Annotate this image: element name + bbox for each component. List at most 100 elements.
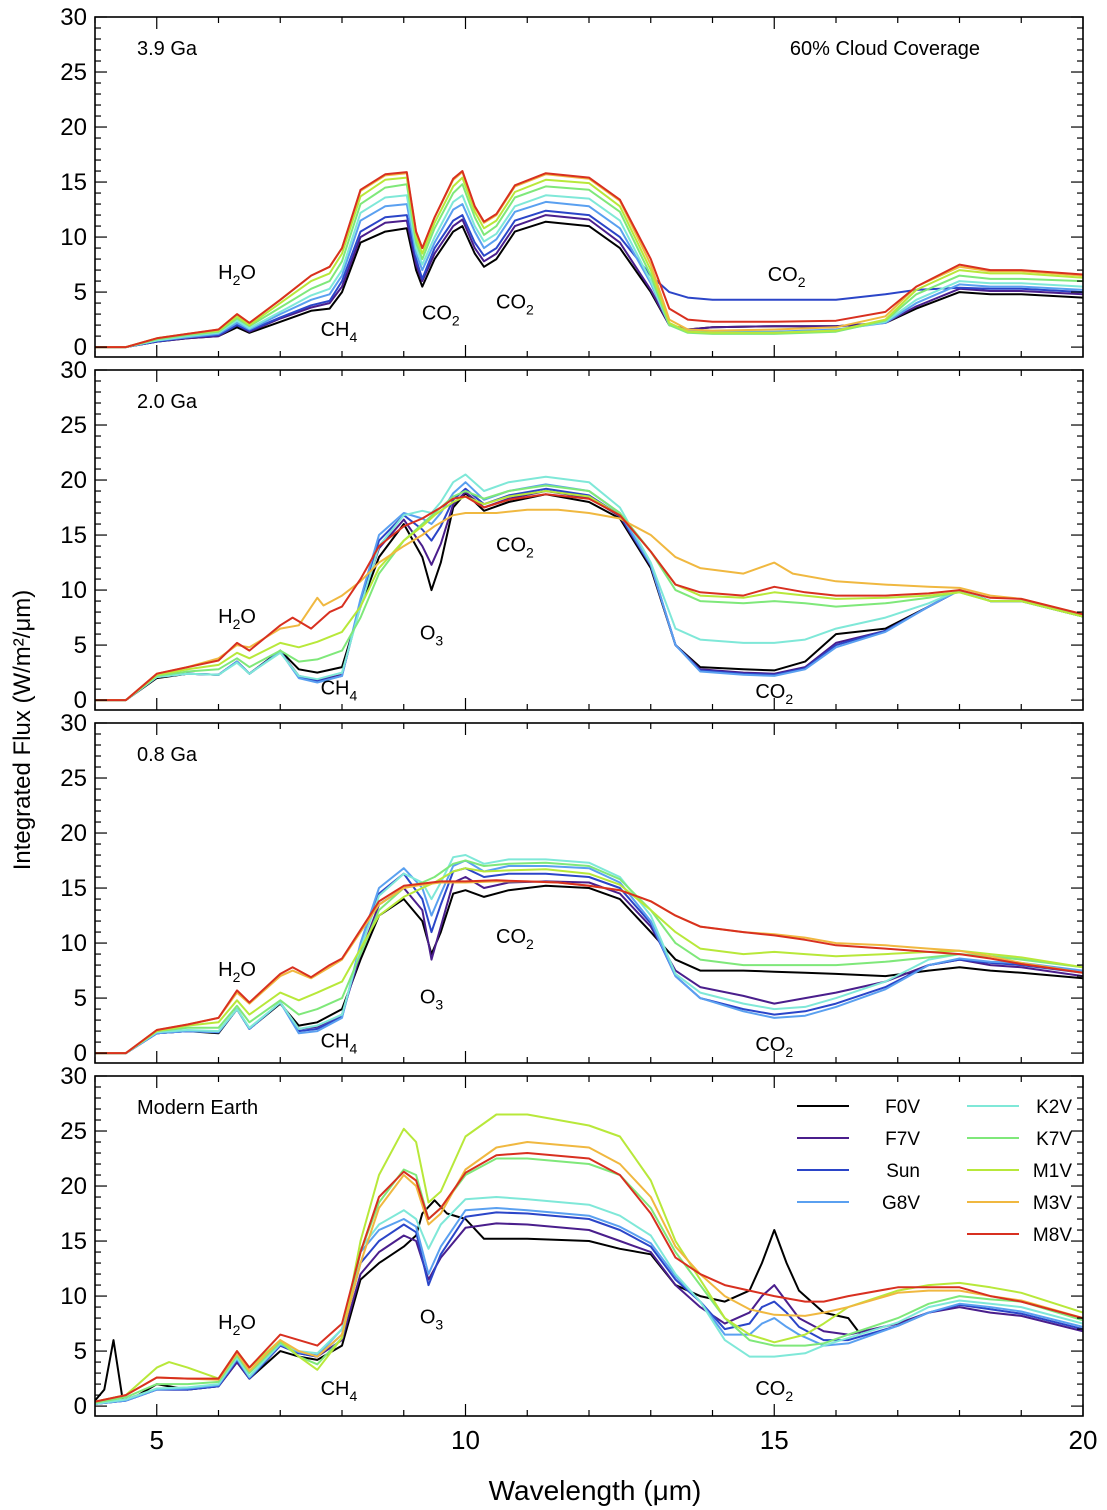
y-tick-label: 0 xyxy=(74,334,87,361)
y-tick-label: 5 xyxy=(74,985,87,1012)
molecule-annotation: CH4 xyxy=(321,319,358,345)
series-line-M1V xyxy=(95,176,1083,349)
y-tick-label: 15 xyxy=(60,1228,87,1255)
y-tick-label: 0 xyxy=(74,687,87,714)
series-line-K2V xyxy=(95,473,1083,702)
y-tick-label: 20 xyxy=(60,114,87,141)
panel-label: 3.9 Ga xyxy=(137,38,198,60)
y-tick-label: 10 xyxy=(60,577,87,604)
y-tick-label: 25 xyxy=(60,765,87,792)
legend-label: M8V xyxy=(1033,1225,1072,1246)
panel-label: 2.0 Ga xyxy=(137,391,198,413)
panel-0: 0 5 10 15 20 25 30 3.9 Ga 60% Cloud Coverage H2O C… xyxy=(60,4,1084,361)
panels-group: 0 5 10 15 20 25 30 3.9 Ga 60% Cloud Coverage H2O C… xyxy=(60,4,1097,1455)
molecule-annotation: O3 xyxy=(420,1307,444,1333)
y-tick-label: 20 xyxy=(60,467,87,494)
series-line-K2V xyxy=(95,854,1083,1055)
panel-note: 60% Cloud Coverage xyxy=(790,38,980,60)
legend-label: F0V xyxy=(885,1097,920,1118)
series-line-F0V xyxy=(95,1199,862,1402)
series-line-M8V xyxy=(95,493,1083,702)
y-tick-label: 25 xyxy=(60,412,87,439)
y-tick-label: 15 xyxy=(60,169,87,196)
legend-label: M1V xyxy=(1033,1161,1072,1182)
series-line-K7V xyxy=(95,484,1083,702)
y-tick-label: 30 xyxy=(60,357,87,384)
legend-label: Sun xyxy=(886,1161,920,1182)
series-group xyxy=(95,1113,1083,1405)
molecule-annotation: CO2 xyxy=(755,1378,793,1404)
series-line-M1V xyxy=(95,867,1083,1055)
y-axis-label: Integrated Flux (W/m²/μm) xyxy=(9,590,36,871)
y-tick-label: 5 xyxy=(74,279,87,306)
y-tick-label: 10 xyxy=(60,1283,87,1310)
panel-2: 0 5 10 15 20 25 30 0.8 Ga H2O O3 CH4 CO2 CO2 xyxy=(60,710,1084,1067)
y-tick-label: 20 xyxy=(60,820,87,847)
series-line-M8V xyxy=(95,170,1083,349)
molecule-annotation: CO2 xyxy=(768,264,806,290)
molecule-annotation: O3 xyxy=(420,987,444,1013)
y-tick-label: 0 xyxy=(74,1040,87,1067)
series-line-M8V xyxy=(95,879,1083,1055)
molecule-annotation: O3 xyxy=(420,623,444,649)
molecule-annotation: CO2 xyxy=(496,292,534,318)
series-line-K7V xyxy=(95,859,1083,1055)
series-line-K7V xyxy=(95,1157,1083,1404)
molecule-annotation: CO2 xyxy=(422,303,460,329)
molecule-annotation: CO2 xyxy=(496,535,534,561)
x-tick-label: 15 xyxy=(760,1425,789,1455)
series-line-K7V xyxy=(95,183,1083,349)
series-group xyxy=(95,170,1083,349)
series-line-M1V xyxy=(95,490,1083,702)
molecule-annotation: CH4 xyxy=(321,1378,358,1404)
series-group xyxy=(95,473,1083,702)
molecule-annotation: H2O xyxy=(218,959,256,985)
series-group xyxy=(95,854,1083,1055)
legend-label: M3V xyxy=(1033,1193,1072,1214)
y-tick-label: 30 xyxy=(60,710,87,737)
x-tick-label: 20 xyxy=(1069,1425,1098,1455)
molecule-annotation: H2O xyxy=(218,606,256,632)
series-line-K2V xyxy=(95,1196,1083,1405)
x-axis-label: Wavelength (μm) xyxy=(489,1475,702,1506)
panel-3: 0 5 10 15 20 25 30 Modern Earth H2O O3 CH4 CO2 F0V F7… xyxy=(60,1063,1084,1420)
plot-frame xyxy=(94,722,1084,1064)
series-line-M3V xyxy=(95,1141,1083,1403)
panel-label: Modern Earth xyxy=(137,1097,258,1119)
y-tick-label: 15 xyxy=(60,522,87,549)
y-tick-label: 25 xyxy=(60,59,87,86)
legend: F0V F7V Sun G8V K2V K7V M1V M3V M8V xyxy=(797,1097,1072,1246)
y-tick-label: 15 xyxy=(60,875,87,902)
molecule-annotation: H2O xyxy=(218,1312,256,1338)
y-tick-label: 25 xyxy=(60,1118,87,1145)
molecule-annotation: CH4 xyxy=(321,678,358,704)
y-tick-label: 5 xyxy=(74,632,87,659)
series-line-Sun xyxy=(95,209,1083,349)
y-tick-label: 10 xyxy=(60,224,87,251)
series-line-M8V xyxy=(95,1152,1083,1403)
legend-label: F7V xyxy=(885,1129,920,1150)
y-tick-label: 30 xyxy=(60,4,87,31)
x-tick-label: 10 xyxy=(451,1425,480,1455)
y-tick-label: 30 xyxy=(60,1063,87,1090)
panel-1: 0 5 10 15 20 25 30 2.0 Ga H2O O3 CH4 CO2 CO2 xyxy=(60,357,1084,714)
series-line-F7V xyxy=(95,214,1083,349)
legend-label: K7V xyxy=(1036,1129,1072,1150)
legend-label: G8V xyxy=(882,1193,920,1214)
molecule-annotation: CO2 xyxy=(496,926,534,952)
molecule-annotation: CO2 xyxy=(755,681,793,707)
series-line-G8V xyxy=(95,200,1083,349)
molecule-annotation: H2O xyxy=(218,262,256,288)
y-tick-label: 20 xyxy=(60,1173,87,1200)
y-tick-label: 10 xyxy=(60,930,87,957)
x-tick-label: 5 xyxy=(150,1425,164,1455)
molecule-annotation: CH4 xyxy=(321,1031,358,1057)
y-tick-label: 5 xyxy=(74,1338,87,1365)
panel-label: 0.8 Ga xyxy=(137,744,198,766)
legend-label: K2V xyxy=(1036,1097,1072,1118)
plot-frame xyxy=(94,369,1084,711)
molecule-annotation: CO2 xyxy=(755,1034,793,1060)
plot-frame xyxy=(94,16,1084,358)
y-tick-label: 0 xyxy=(74,1393,87,1420)
